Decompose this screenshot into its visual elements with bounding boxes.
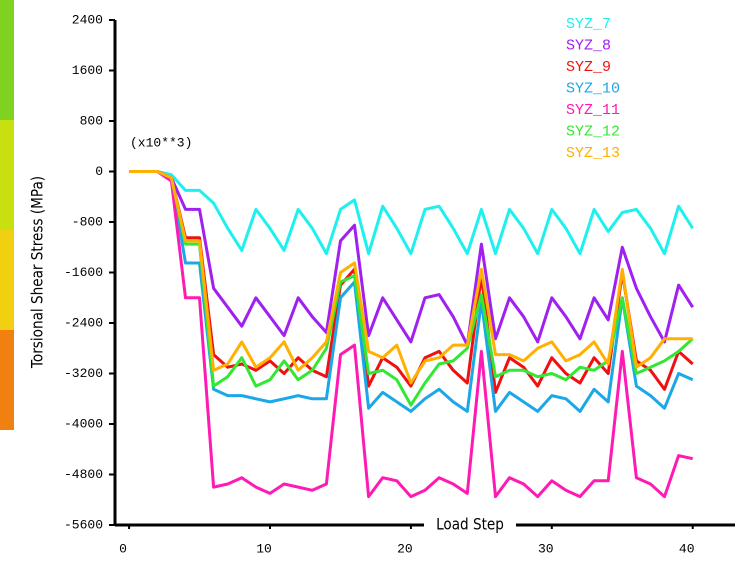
y-tick-label: -4000 <box>64 416 103 431</box>
y-tick-label: 800 <box>80 113 103 128</box>
x-tick-label: 0 <box>119 541 127 556</box>
legend-entry: SYZ_7 <box>566 16 611 33</box>
y-tick-label: -4800 <box>64 467 103 482</box>
x-tick-label: 30 <box>538 541 554 556</box>
x-tick-label: 10 <box>256 541 272 556</box>
y-tick-label: 1600 <box>72 63 103 78</box>
background <box>0 0 740 564</box>
y-tick-label: -5600 <box>64 517 103 532</box>
y-tick-label: -800 <box>72 214 103 229</box>
y-tick-label: -1600 <box>64 265 103 280</box>
legend-entry: SYZ_8 <box>566 37 611 54</box>
legend-entry: SYZ_9 <box>566 59 611 76</box>
legend-entry: SYZ_10 <box>566 80 620 97</box>
y-tick-label: -3200 <box>64 366 103 381</box>
x-tick-label: 40 <box>679 541 695 556</box>
y-axis-label: Torsional Shear Stress (MPa) <box>28 176 46 369</box>
legend-entry: SYZ_12 <box>566 123 620 140</box>
x-tick-label: 20 <box>397 541 413 556</box>
chart: Torsional Shear Stress (MPa) (x10**3) 24… <box>0 0 740 564</box>
legend-entry: SYZ_13 <box>566 145 620 162</box>
x-axis-label: Load Step <box>436 515 504 533</box>
y-tick-label: 0 <box>95 164 103 179</box>
y-tick-label: 2400 <box>72 12 103 27</box>
annotation: (x10**3) <box>130 135 192 150</box>
left-strip <box>0 0 14 430</box>
legend-entry: SYZ_11 <box>566 102 620 119</box>
y-tick-label: -2400 <box>64 315 103 330</box>
